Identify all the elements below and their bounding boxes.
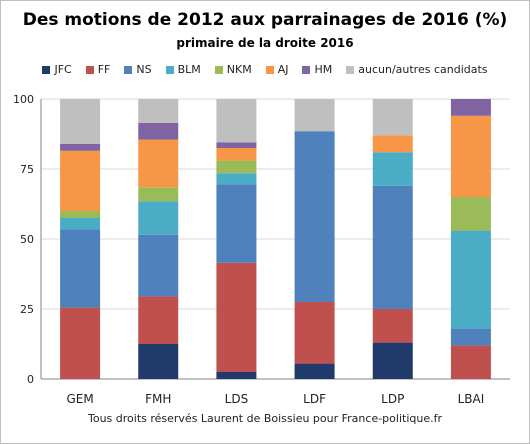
bar-segment bbox=[294, 363, 335, 379]
legend-label: HM bbox=[314, 63, 333, 76]
legend-swatch bbox=[265, 65, 274, 74]
x-tick-label: LDF bbox=[303, 392, 326, 406]
bar-segment bbox=[60, 229, 101, 308]
bar-segment bbox=[138, 201, 179, 235]
legend-item: FF bbox=[85, 63, 111, 76]
bar-segment bbox=[216, 160, 257, 174]
legend-label: BLM bbox=[177, 63, 201, 76]
legend-label: NKM bbox=[226, 63, 252, 76]
legend-label: FF bbox=[97, 63, 111, 76]
bar-segment bbox=[216, 184, 257, 263]
chart-footer: Tous droits réservés Laurent de Boissieu… bbox=[87, 412, 442, 425]
bar-segment bbox=[450, 328, 491, 346]
bar-segment bbox=[60, 150, 101, 211]
bar-segment bbox=[450, 115, 491, 197]
bar-segment bbox=[216, 148, 257, 161]
x-tick-label: FMH bbox=[145, 392, 171, 406]
bar-segment bbox=[450, 197, 491, 231]
legend-swatch bbox=[165, 65, 174, 74]
y-tick-label: 75 bbox=[20, 163, 34, 176]
bar-segment bbox=[450, 345, 491, 379]
legend-item: NKM bbox=[214, 63, 252, 76]
legend-label: AJ bbox=[277, 63, 289, 76]
bar-segment bbox=[216, 142, 257, 148]
legend-swatch bbox=[302, 65, 311, 74]
bar-segment bbox=[450, 99, 491, 116]
legend-label: aucun/autres candidats bbox=[358, 63, 488, 76]
bar-segment bbox=[294, 99, 335, 132]
bar-segment bbox=[138, 344, 179, 379]
legend-swatch bbox=[346, 65, 355, 74]
bar-segment bbox=[60, 143, 101, 151]
legend-item: BLM bbox=[165, 63, 201, 76]
legend-item: NS bbox=[124, 63, 152, 76]
chart-legend: JFC FF NS BLM NKM AJ HM aucun/autres candidats bbox=[0, 63, 530, 76]
y-tick-label: 25 bbox=[20, 303, 34, 316]
bar-segment bbox=[372, 342, 413, 379]
legend-item: AJ bbox=[265, 63, 289, 76]
bar-segment bbox=[60, 211, 101, 218]
legend-item: HM bbox=[302, 63, 332, 76]
legend-swatch bbox=[214, 65, 223, 74]
legend-item: aucun/autres candidats bbox=[346, 63, 488, 76]
y-tick-label: 50 bbox=[20, 233, 34, 246]
bar-segment bbox=[372, 152, 413, 186]
legend-label: NS bbox=[136, 63, 152, 76]
y-tick-label: 0 bbox=[27, 373, 34, 386]
x-tick-label: GEM bbox=[66, 392, 93, 406]
bar-segment bbox=[138, 139, 179, 188]
chart-title: Des motions de 2012 aux parrainages de 2… bbox=[22, 10, 508, 30]
bar-segment bbox=[372, 99, 413, 136]
bar-segment bbox=[216, 99, 257, 143]
bar-segment bbox=[138, 296, 179, 344]
bar-segment bbox=[138, 122, 179, 140]
bar-segment bbox=[216, 173, 257, 185]
bar-segment bbox=[450, 230, 491, 329]
bar-segment bbox=[60, 218, 101, 230]
bar-segment bbox=[372, 185, 413, 309]
bar-segment bbox=[138, 187, 179, 202]
bar-segment bbox=[138, 234, 179, 297]
bar-segment bbox=[216, 372, 257, 379]
bar-segment bbox=[372, 309, 413, 343]
bar-segment bbox=[294, 131, 335, 302]
legend-label: JFC bbox=[54, 63, 72, 76]
legend-swatch bbox=[85, 65, 94, 74]
x-tick-label: LBAI bbox=[458, 392, 485, 406]
bar-segment bbox=[294, 302, 335, 364]
legend-swatch bbox=[42, 65, 51, 74]
bar-segment bbox=[60, 99, 101, 144]
bar-segment bbox=[60, 307, 101, 379]
y-tick-label: 100 bbox=[13, 93, 34, 106]
bar-segment bbox=[216, 262, 257, 372]
chart-subtitle: primaire de la droite 2016 bbox=[176, 36, 354, 50]
bar-segment bbox=[138, 99, 179, 123]
bar-segment bbox=[372, 135, 413, 153]
legend-item: JFC bbox=[42, 63, 72, 76]
legend-swatch bbox=[124, 65, 133, 74]
x-tick-label: LDS bbox=[225, 392, 249, 406]
x-tick-label: LDP bbox=[381, 392, 404, 406]
